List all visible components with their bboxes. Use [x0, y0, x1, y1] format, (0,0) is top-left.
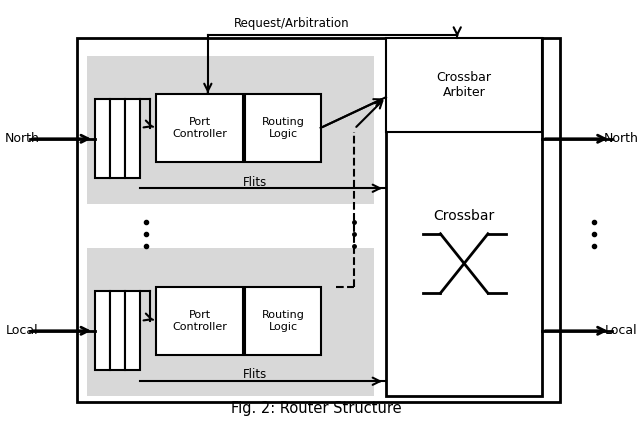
- FancyBboxPatch shape: [87, 248, 374, 396]
- FancyBboxPatch shape: [95, 99, 110, 178]
- Text: Routing
Logic: Routing Logic: [262, 117, 305, 139]
- FancyBboxPatch shape: [95, 291, 110, 370]
- Text: Crossbar: Crossbar: [433, 209, 495, 223]
- Text: Local: Local: [605, 324, 638, 337]
- FancyBboxPatch shape: [110, 99, 125, 178]
- Text: Flits: Flits: [243, 368, 268, 381]
- FancyBboxPatch shape: [156, 94, 243, 161]
- FancyBboxPatch shape: [125, 99, 140, 178]
- Text: Crossbar
Arbiter: Crossbar Arbiter: [436, 71, 492, 99]
- FancyBboxPatch shape: [77, 38, 560, 402]
- Text: North: North: [604, 132, 639, 145]
- Text: Fig. 2: Router Structure: Fig. 2: Router Structure: [232, 401, 402, 416]
- FancyBboxPatch shape: [87, 56, 374, 204]
- Text: Flits: Flits: [243, 176, 268, 189]
- Text: Port
Controller: Port Controller: [173, 117, 227, 139]
- FancyBboxPatch shape: [386, 38, 542, 132]
- FancyBboxPatch shape: [125, 291, 140, 370]
- Text: North: North: [4, 132, 39, 145]
- FancyBboxPatch shape: [246, 287, 321, 354]
- FancyBboxPatch shape: [386, 38, 542, 396]
- FancyBboxPatch shape: [156, 287, 243, 354]
- Text: Local: Local: [6, 324, 38, 337]
- FancyBboxPatch shape: [110, 291, 125, 370]
- Text: Request/Arbitration: Request/Arbitration: [234, 17, 350, 31]
- FancyBboxPatch shape: [246, 94, 321, 161]
- Text: Routing
Logic: Routing Logic: [262, 310, 305, 332]
- Text: Port
Controller: Port Controller: [173, 310, 227, 332]
